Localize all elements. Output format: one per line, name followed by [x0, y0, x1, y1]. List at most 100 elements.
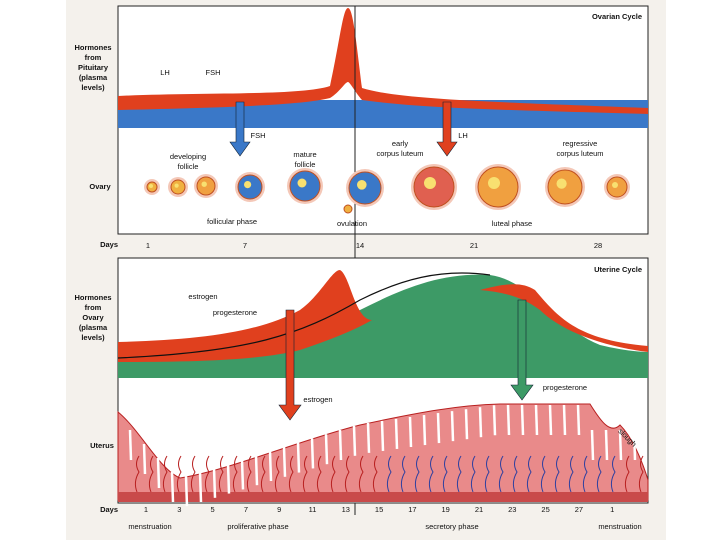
follicle-core [556, 178, 567, 189]
gland [380, 420, 385, 451]
gland [618, 429, 623, 461]
vessel [638, 455, 644, 493]
row-label: Ovary [82, 313, 104, 322]
ovum [343, 204, 353, 214]
gland [478, 407, 483, 438]
arrow-label: LH [458, 131, 468, 140]
gland [422, 414, 427, 446]
follicle-core [488, 177, 500, 189]
gland [156, 457, 161, 489]
row-label: Hormones [74, 293, 111, 302]
day-label: 25 [541, 505, 549, 514]
curve-label: progesterone [213, 308, 257, 317]
lh-arrow [436, 101, 458, 157]
day-label: 15 [375, 505, 383, 514]
day-label: 1 [146, 241, 150, 250]
gland [548, 404, 553, 436]
estrogen-second-peak [480, 284, 648, 352]
row-label: from [85, 303, 102, 312]
vessel [358, 455, 364, 493]
vessel [134, 455, 140, 493]
follicle-core [149, 184, 153, 188]
day-label: 23 [508, 505, 516, 514]
follicle-core [612, 182, 618, 188]
gland [142, 443, 147, 475]
gland [576, 404, 581, 436]
arrow-label: FSH [251, 131, 266, 140]
gland [590, 429, 595, 461]
vessel [512, 455, 518, 493]
arrow-label: estrogen [303, 395, 332, 404]
day-label: 19 [442, 505, 450, 514]
gland [198, 471, 203, 503]
gland [506, 404, 511, 436]
follicle-core [424, 177, 436, 189]
phase-label: secretory phase [425, 522, 478, 531]
day-label: 7 [244, 505, 248, 514]
panel-title: Uterine Cycle [594, 265, 642, 274]
vessel [498, 455, 504, 493]
glands [128, 164, 644, 507]
phase-label: menstruation [128, 522, 171, 531]
vessel [246, 455, 252, 493]
stage-label: early [392, 139, 409, 148]
row-label: levels) [81, 333, 105, 342]
vessel [302, 455, 308, 493]
phase-label: proliferative phase [227, 522, 288, 531]
row-label: (plasma [79, 323, 108, 332]
follicle-core [201, 181, 207, 187]
vessel [232, 455, 238, 493]
follicle-core [174, 183, 179, 188]
row-label: Hormones [74, 43, 111, 52]
vessel [624, 455, 630, 493]
follicle-core [357, 180, 367, 190]
day-label: 21 [475, 505, 483, 514]
days-label: Days [100, 240, 118, 249]
follicle-core [244, 181, 252, 189]
vessel [442, 455, 448, 493]
vessel [288, 455, 294, 493]
gland [310, 438, 315, 469]
estrogen-curve [118, 270, 372, 362]
stage-label: regressive [563, 139, 598, 148]
day-label: 27 [575, 505, 583, 514]
labels: Ovarian CycleHormonesfromPituitary(plasm… [74, 12, 642, 531]
gland [254, 455, 259, 486]
arrow-label: progesterone [543, 383, 587, 392]
vessel [372, 455, 378, 493]
curve-label: LH [160, 68, 170, 77]
progesterone-arrow [510, 299, 534, 401]
vessel [414, 455, 420, 493]
curve-label: estrogen [188, 292, 217, 301]
vessel [344, 455, 350, 493]
estrogen-arrow [278, 309, 302, 421]
day-label: 1 [144, 505, 148, 514]
gland [366, 422, 371, 453]
phase-label: luteal phase [492, 219, 532, 228]
vessel [610, 455, 616, 493]
gland [268, 450, 273, 482]
gland [324, 434, 329, 465]
gland [282, 446, 287, 477]
day-label: 7 [243, 241, 247, 250]
day-label: 11 [309, 505, 317, 514]
stage-label: follicle [295, 160, 316, 169]
phase-label: menstruation [598, 522, 641, 531]
vessel [330, 455, 336, 493]
day-label: 13 [342, 505, 350, 514]
progesterone-line [117, 272, 491, 359]
gland [338, 429, 343, 461]
day-label: 28 [594, 241, 602, 250]
vessel [260, 455, 266, 493]
gland [212, 467, 217, 498]
follicle-core [297, 178, 307, 188]
vessel [190, 455, 196, 493]
gland [240, 459, 245, 490]
vessel [400, 455, 406, 493]
vessel [526, 455, 532, 493]
vessel [176, 455, 182, 493]
gland [492, 405, 497, 436]
vessel [162, 455, 168, 493]
vessel [386, 455, 392, 493]
